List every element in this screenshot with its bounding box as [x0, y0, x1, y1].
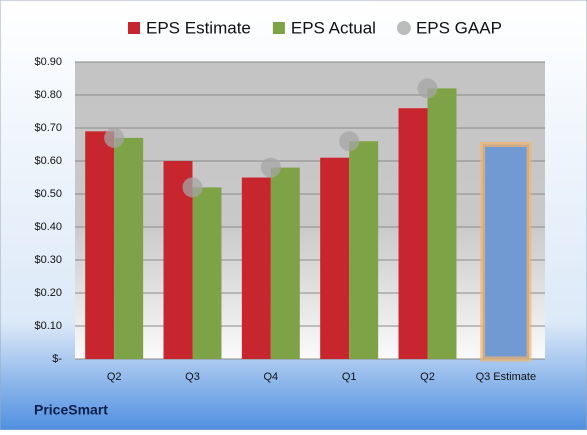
y-tick-label: $0.60 [34, 155, 62, 167]
bar [85, 131, 115, 359]
forecast-bar [480, 142, 532, 362]
bar [398, 108, 428, 359]
bar [192, 187, 222, 359]
y-tick-label: $0.30 [34, 254, 62, 266]
y-tick-label: $0.10 [34, 320, 62, 332]
bar [241, 177, 271, 359]
legend-label: EPS GAAP [416, 18, 502, 37]
y-tick-label: $0.50 [34, 188, 62, 200]
x-tick-label: Q4 [263, 371, 278, 383]
y-tick-label: $0.90 [34, 56, 62, 68]
y-tick-label: $0.80 [34, 89, 62, 101]
bar [349, 141, 379, 359]
legend-label: EPS Estimate [146, 18, 251, 37]
legend-swatch [128, 22, 140, 34]
y-tick-label: $0.40 [34, 221, 62, 233]
y-tick-label: $0.20 [34, 287, 62, 299]
legend-marker [396, 21, 411, 35]
x-tick-label: Q2 [420, 371, 435, 383]
x-tick-label: Q3 [185, 371, 200, 383]
gaap-marker [260, 157, 281, 178]
y-tick-label: $- [52, 353, 62, 365]
x-tick-label: Q1 [342, 371, 357, 383]
gaap-marker [182, 177, 203, 198]
bar [427, 88, 457, 360]
bar [320, 157, 350, 359]
y-tick-label: $0.70 [34, 122, 62, 134]
x-tick-label: Q3 Estimate [476, 371, 537, 383]
legend-swatch [272, 22, 285, 34]
bar [270, 167, 300, 359]
x-tick-label: Q2 [107, 371, 122, 383]
legend-label: EPS Actual [291, 18, 376, 37]
gaap-marker [339, 131, 360, 152]
brand: PriceSmart [34, 402, 108, 418]
gaap-marker [417, 78, 438, 99]
gaap-marker [104, 127, 125, 148]
bar [114, 137, 144, 359]
plot-area [75, 62, 545, 359]
